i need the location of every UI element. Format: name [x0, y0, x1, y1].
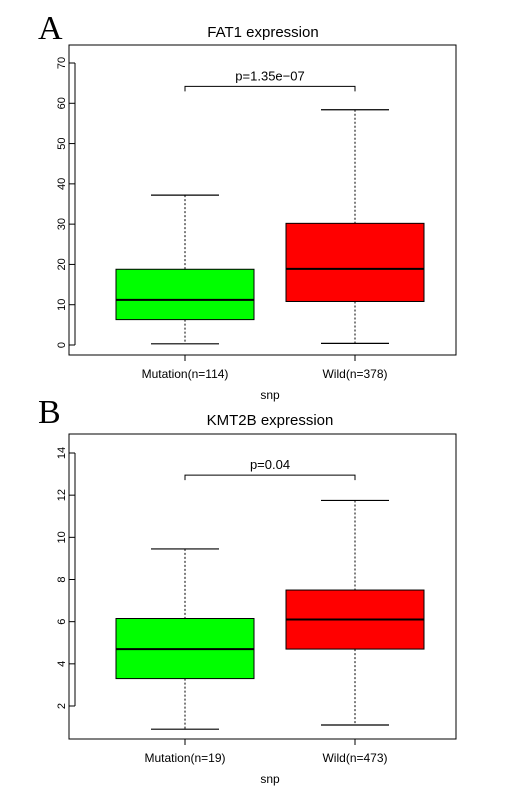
y-tick-label: 4 [56, 661, 68, 667]
significance-bracket [184, 474, 356, 481]
p-value-annotation: p=1.35e−07 [235, 68, 304, 83]
y-tick-label: 50 [56, 137, 68, 149]
y-tick-label: 14 [56, 447, 68, 459]
y-tick-label: 30 [56, 218, 68, 230]
x-tick-label: Wild(n=378) [322, 367, 387, 381]
y-tick-label: 0 [56, 342, 68, 348]
y-tick-label: 60 [56, 97, 68, 109]
x-tick-label: Mutation(n=19) [144, 751, 225, 765]
y-tick-label: 2 [56, 703, 68, 709]
chart-title: FAT1 expression [207, 24, 318, 41]
panel-b: B KMT2B expression 2 4 6 8 10 12 14 Mutation(n=1… [0, 392, 520, 786]
y-tick-label: 40 [56, 178, 68, 190]
fat1-boxplot: FAT1 expression 0 10 20 30 40 50 60 70 Mutation(n… [56, 24, 457, 402]
y-tick-label: 12 [56, 489, 68, 501]
panel-a: A FAT1 expression 0 10 20 30 40 50 60 70 Mutation… [0, 0, 520, 402]
y-tick-label: 6 [56, 619, 68, 625]
box-wild [285, 222, 425, 302]
p-value-annotation: p=0.04 [250, 457, 290, 472]
x-axis-label: snp [260, 772, 280, 786]
panel-letter-b: B [38, 394, 61, 431]
x-tick-label: Wild(n=473) [322, 751, 387, 765]
panel-letter-a: A [38, 10, 63, 47]
x-tick-label: Mutation(n=114) [142, 367, 229, 381]
y-tick-label: 70 [56, 57, 68, 69]
y-tick-label: 20 [56, 258, 68, 270]
y-tick-label: 10 [56, 531, 68, 543]
kmt2b-boxplot: KMT2B expression 2 4 6 8 10 12 14 Mutation(n=19)… [56, 412, 457, 786]
significance-bracket [184, 85, 356, 92]
chart-title: KMT2B expression [207, 412, 334, 429]
x-axis-label: snp [260, 388, 280, 402]
plot-frame [68, 433, 457, 740]
y-tick-label: 8 [56, 576, 68, 582]
y-tick-label: 10 [56, 299, 68, 311]
box-mutation [115, 268, 255, 321]
